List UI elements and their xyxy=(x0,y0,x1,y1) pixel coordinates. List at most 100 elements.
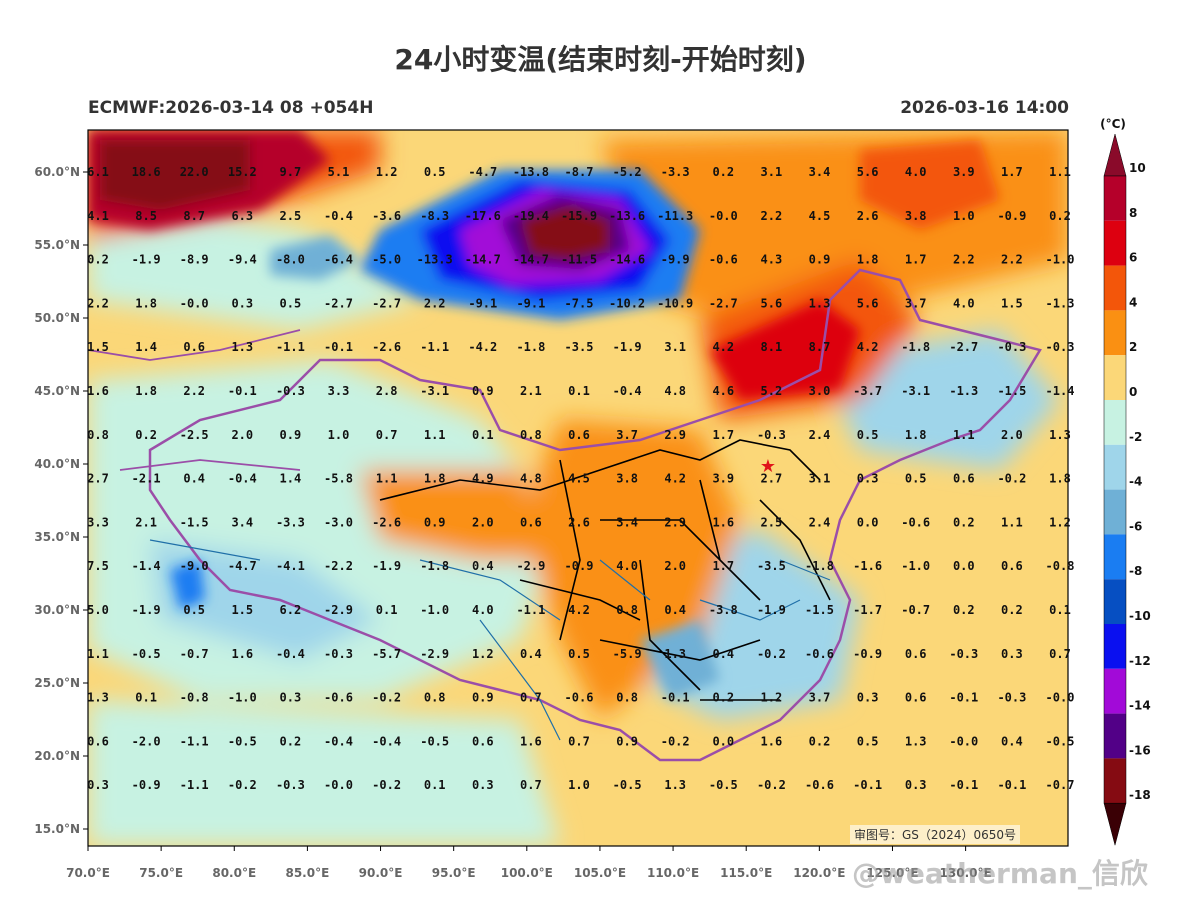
latitude-axis: 60.0°N 55.0°N 50.0°N 45.0°N 40.0°N 35.0°N 30.0… xyxy=(34,165,88,836)
colorbar-swatch xyxy=(1104,713,1126,759)
temperature-value: -5.8 xyxy=(324,472,353,486)
temperature-value: 4.2 xyxy=(568,603,590,617)
temperature-value: -0.5 xyxy=(709,778,738,792)
colorbar-top-arrow xyxy=(1103,133,1127,177)
colorbar-label: 10 xyxy=(1129,161,1146,175)
temperature-value: 1.1 xyxy=(87,647,109,661)
temperature-value: 0.2 xyxy=(87,253,109,267)
lon-tick-label: 115.0°E xyxy=(720,866,772,880)
temperature-value: -0.9 xyxy=(853,647,882,661)
temperature-value: 4.2 xyxy=(664,472,686,486)
temperature-value: 4.5 xyxy=(809,209,831,223)
temperature-value: 0.4 xyxy=(1001,734,1023,748)
temperature-value: 3.4 xyxy=(616,515,638,529)
temperature-value: 1.1 xyxy=(1001,515,1023,529)
temperature-value: 1.3 xyxy=(664,647,686,661)
temperature-value: -8.0 xyxy=(276,253,305,267)
temperature-value: -3.0 xyxy=(324,515,353,529)
temperature-value: -1.1 xyxy=(180,734,209,748)
temperature-value: 1.3 xyxy=(664,778,686,792)
temperature-value: -0.1 xyxy=(949,691,978,705)
temperature-value: 0.5 xyxy=(424,165,446,179)
temperature-value: 0.6 xyxy=(87,734,109,748)
temperature-value: 1.1 xyxy=(1049,165,1071,179)
colorbar-label: -18 xyxy=(1129,788,1151,802)
temperature-value: 0.1 xyxy=(568,384,590,398)
temperature-value: 3.8 xyxy=(616,472,638,486)
colorbar-label: -10 xyxy=(1129,609,1151,623)
temperature-value: -0.2 xyxy=(757,778,786,792)
temperature-value: 2.5 xyxy=(280,209,302,223)
temperature-value: -0.4 xyxy=(613,384,642,398)
colorbar-swatch xyxy=(1104,355,1126,400)
map-frame xyxy=(87,129,1069,847)
colorbar-label: 6 xyxy=(1129,251,1137,265)
colorbar-swatch xyxy=(1104,534,1126,580)
temperature-value: 4.5 xyxy=(568,472,590,486)
temperature-value: -0.5 xyxy=(228,734,257,748)
temperature-value: 0.3 xyxy=(1001,647,1023,661)
temperature-value: -0.7 xyxy=(180,647,209,661)
temperature-value: -0.9 xyxy=(132,778,161,792)
temperature-value: -0.1 xyxy=(324,340,353,354)
lat-tick-label: 30.0°N xyxy=(34,603,80,617)
temperature-value: -5.9 xyxy=(613,647,642,661)
temperature-value: -14.7 xyxy=(513,253,549,267)
colorbar-swatch xyxy=(1104,579,1126,624)
temperature-value: 1.2 xyxy=(376,165,398,179)
temperature-value: 3.9 xyxy=(953,165,975,179)
temperature-value: -1.4 xyxy=(1046,384,1075,398)
temperature-value: 2.0 xyxy=(1001,428,1023,442)
temperature-value: -2.0 xyxy=(132,734,161,748)
temperature-value: 2.0 xyxy=(664,559,686,573)
lat-tick-label: 35.0°N xyxy=(34,530,80,544)
temperature-value: -0.3 xyxy=(1046,340,1075,354)
lon-tick-label: 120.0°E xyxy=(793,866,845,880)
lon-tick-label: 105.0°E xyxy=(574,866,626,880)
temperature-value: 0.0 xyxy=(857,515,879,529)
temperature-value: 0.7 xyxy=(1049,647,1071,661)
colorbar-swatch xyxy=(1104,444,1126,490)
temperature-value: -0.3 xyxy=(324,647,353,661)
temperature-value: 5.6 xyxy=(857,296,879,310)
temperature-value: 0.5 xyxy=(183,603,205,617)
temperature-value: 2.2 xyxy=(953,253,975,267)
temperature-value: 0.6 xyxy=(953,472,975,486)
temperature-value: 0.2 xyxy=(280,734,302,748)
temperature-value: 1.8 xyxy=(1049,472,1071,486)
temperature-value: -0.1 xyxy=(228,384,257,398)
temperature-value: -0.3 xyxy=(949,647,978,661)
temperature-value: 1.2 xyxy=(761,691,783,705)
colorbar-swatch xyxy=(1104,624,1126,669)
temperature-value: 4.3 xyxy=(761,253,783,267)
temperature-value: 0.6 xyxy=(183,340,205,354)
temperature-value: 0.3 xyxy=(87,778,109,792)
temperature-value: 0.6 xyxy=(520,515,542,529)
lat-tick-label: 45.0°N xyxy=(34,384,80,398)
temperature-value: -2.9 xyxy=(516,559,545,573)
temperature-value: 4.6 xyxy=(712,384,734,398)
temperature-value: -0.3 xyxy=(997,340,1026,354)
temperature-value: 0.9 xyxy=(472,384,494,398)
temperature-value: 1.5 xyxy=(1001,296,1023,310)
temperature-value: 2.1 xyxy=(520,384,542,398)
temperature-value: 1.1 xyxy=(376,472,398,486)
temperature-value: -1.8 xyxy=(420,559,449,573)
lon-tick-label: 100.0°E xyxy=(501,866,553,880)
review-number: 审图号：GS（2024）0650号 xyxy=(850,825,1020,844)
temperature-value: -1.5 xyxy=(997,384,1026,398)
temperature-value: -1.8 xyxy=(901,340,930,354)
temperature-value: 3.3 xyxy=(328,384,350,398)
temperature-value: -0.3 xyxy=(276,778,305,792)
temperature-value: -0.6 xyxy=(901,515,930,529)
temperature-value: -1.9 xyxy=(372,559,401,573)
temperature-value: 2.0 xyxy=(231,428,253,442)
temperature-value: 1.3 xyxy=(1049,428,1071,442)
lon-tick-label: 110.0°E xyxy=(647,866,699,880)
temperature-value: 0.2 xyxy=(712,691,734,705)
temperature-field xyxy=(88,130,1068,846)
colorbar-swatch xyxy=(1104,489,1126,535)
temperature-value: 2.7 xyxy=(761,472,783,486)
temperature-value: 0.8 xyxy=(616,691,638,705)
temperature-value: 0.3 xyxy=(231,296,253,310)
